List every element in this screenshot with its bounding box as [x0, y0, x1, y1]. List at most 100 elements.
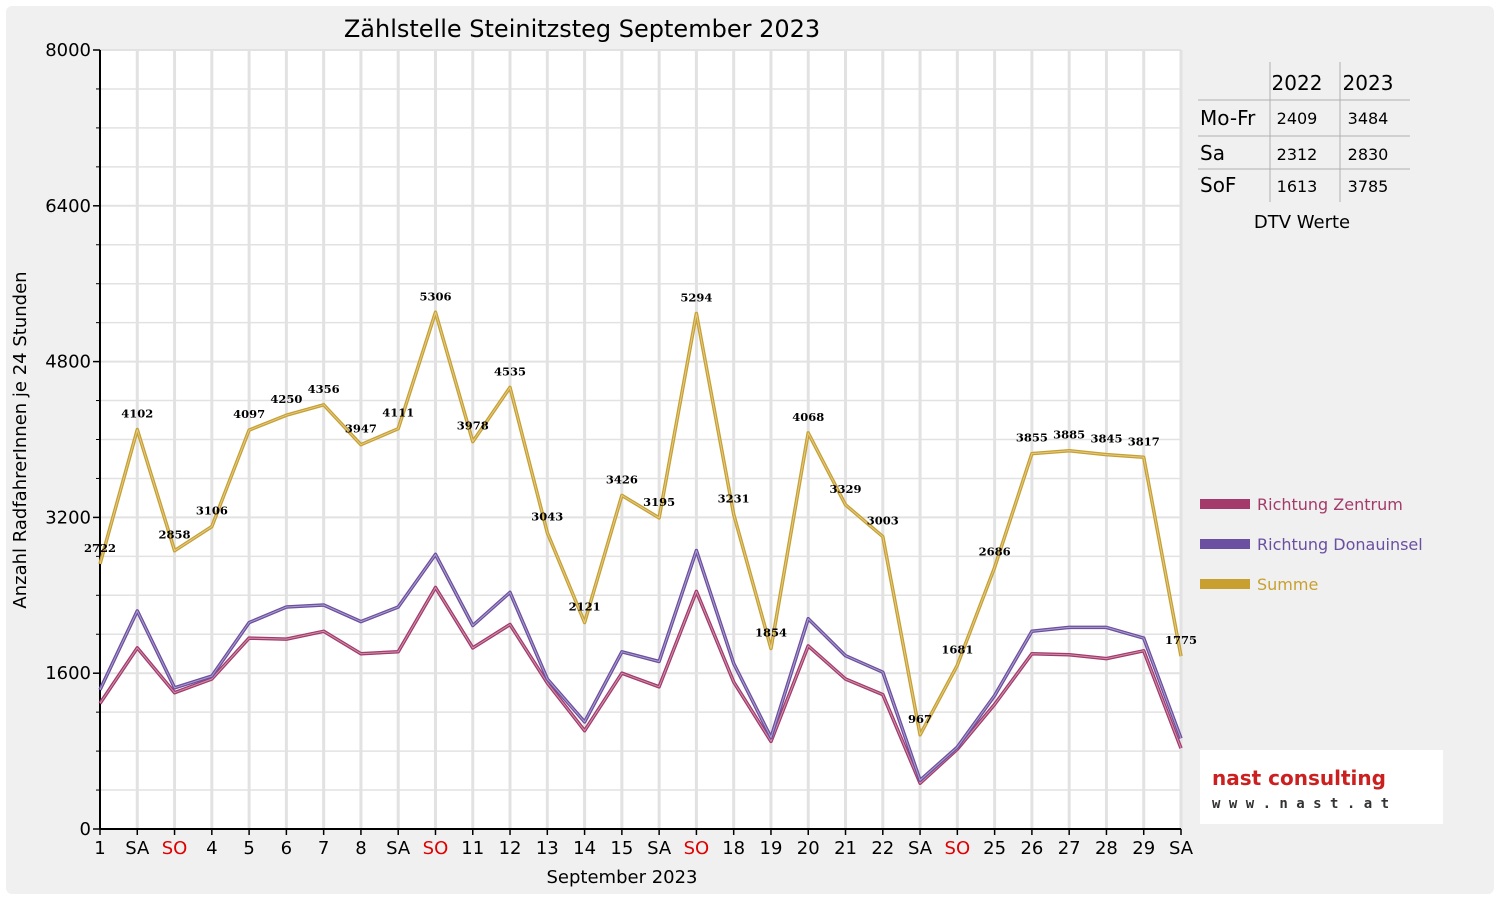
data-label: 3947 [345, 422, 377, 436]
x-tick-label: SO [423, 838, 449, 859]
table-cell: 2312 [1277, 145, 1318, 164]
x-tick-label: 21 [834, 838, 857, 859]
x-tick-label: SO [945, 838, 971, 859]
x-tick-label: 5 [243, 838, 254, 859]
data-label: 1681 [941, 642, 973, 656]
data-label: 3426 [606, 472, 638, 486]
table-caption: DTV Werte [1254, 212, 1350, 233]
x-tick-label: 4 [206, 838, 217, 859]
x-tick-label: 12 [499, 838, 522, 859]
x-tick-label: 8 [355, 838, 366, 859]
data-label: 4097 [233, 407, 265, 421]
data-label: 3978 [457, 419, 489, 433]
data-label: 3195 [643, 495, 675, 509]
legend-label: Richtung Donauinsel [1257, 535, 1423, 554]
y-tick-label: 3200 [45, 507, 91, 528]
table-row-label: SoF [1200, 173, 1236, 197]
series-line-summe [98, 310, 1183, 737]
series-line-highlight [99, 587, 1182, 784]
legend-label: Richtung Zentrum [1257, 495, 1403, 514]
legend-label: Summe [1257, 575, 1318, 594]
data-label: 4356 [308, 382, 340, 396]
x-tick-label: SA [386, 838, 411, 859]
y-tick-label: 1600 [45, 663, 91, 684]
table-row-label: Mo-Fr [1200, 106, 1256, 130]
data-label: 3329 [830, 482, 862, 496]
data-label: 4068 [792, 410, 824, 424]
x-tick-label: 11 [461, 838, 484, 859]
data-label: 1854 [755, 625, 787, 639]
x-tick-label: SA [125, 838, 150, 859]
logo-url: w w w . n a s t . a t [1212, 796, 1389, 812]
data-label: 4535 [494, 364, 526, 378]
x-tick-label: 25 [983, 838, 1006, 859]
x-tick-label: 27 [1058, 838, 1081, 859]
legend-item: Richtung Donauinsel [1200, 535, 1423, 554]
data-label: 3003 [867, 514, 899, 528]
data-label: 3885 [1053, 428, 1085, 442]
y-tick-label: 6400 [45, 196, 91, 217]
legend: Richtung Zentrum Richtung Donauinsel Sum… [1200, 495, 1423, 594]
table-cell: 3484 [1348, 109, 1389, 128]
x-tick-label: SA [1169, 838, 1194, 859]
x-tick-label: 6 [281, 838, 292, 859]
x-tick-label: 19 [760, 838, 783, 859]
table-cell: 2409 [1277, 109, 1318, 128]
x-tick-label: 20 [797, 838, 820, 859]
x-tick-label: 15 [610, 838, 633, 859]
legend-swatch [1200, 539, 1250, 549]
table-cell: 3785 [1348, 177, 1389, 196]
data-label: 3817 [1128, 434, 1160, 448]
x-tick-label: 18 [722, 838, 745, 859]
axes: 0 1600 3200 4800 6400 8000 1 SA SO 4 5 6 7 8 SA SO 11 12 1… [45, 40, 1194, 859]
data-label: 5294 [680, 290, 712, 304]
series-line-highlight [99, 550, 1182, 781]
data-label: 3855 [1016, 431, 1048, 445]
data-label: 3845 [1090, 432, 1122, 446]
table-header-2022: 2022 [1272, 71, 1323, 95]
series-layer [98, 310, 1183, 785]
x-tick-label: 26 [1020, 838, 1043, 859]
series-line-highlight [99, 311, 1182, 736]
data-labels: 2722 4102 2858 3106 4097 4250 4356 3947 4111 5306… [84, 289, 1197, 726]
chart-title: Zählstelle Steinitzsteg September 2023 [344, 15, 820, 43]
data-label: 2686 [979, 544, 1011, 558]
dtv-table: 2022 2023 Mo-Fr 2409 3484 Sa 2312 2830 S… [1198, 62, 1410, 233]
data-label: 4250 [270, 392, 302, 406]
x-tick-label: SO [162, 838, 188, 859]
legend-swatch [1200, 499, 1250, 509]
x-tick-label: 14 [573, 838, 596, 859]
legend-item: Summe [1200, 575, 1318, 594]
x-tick-label: 13 [536, 838, 559, 859]
x-axis-label: September 2023 [546, 867, 697, 888]
series-line-richtung-zentrum [98, 585, 1183, 785]
y-axis-label: Anzahl RadfahrerInnen je 24 Stunden [10, 271, 31, 608]
x-tick-label: 29 [1132, 838, 1155, 859]
x-tick-label: 1 [94, 838, 105, 859]
data-label: 3106 [196, 504, 228, 518]
data-label: 2121 [569, 599, 601, 613]
data-label: 967 [908, 712, 932, 726]
table-cell: 2830 [1348, 145, 1389, 164]
series-line-richtung-donauinsel [98, 548, 1183, 783]
logo-background [1200, 750, 1443, 824]
x-tick-label: 22 [871, 838, 894, 859]
y-tick-label: 4800 [45, 352, 91, 373]
data-label: 5306 [419, 289, 451, 303]
data-label: 2722 [84, 541, 116, 555]
legend-item: Richtung Zentrum [1200, 495, 1403, 514]
table-cell: 1613 [1277, 177, 1318, 196]
data-label: 3043 [531, 510, 563, 524]
x-tick-label: 7 [318, 838, 329, 859]
x-tick-label: SO [684, 838, 710, 859]
table-row-label: Sa [1200, 141, 1225, 165]
data-label: 4111 [382, 406, 414, 420]
data-label: 3231 [718, 491, 750, 505]
y-tick-label: 8000 [45, 40, 91, 61]
x-tick-label: SA [647, 838, 672, 859]
data-label: 4102 [121, 407, 153, 421]
x-tick-label: 28 [1095, 838, 1118, 859]
logo: nast consulting w w w . n a s t . a t [1200, 750, 1443, 824]
legend-swatch [1200, 579, 1250, 589]
